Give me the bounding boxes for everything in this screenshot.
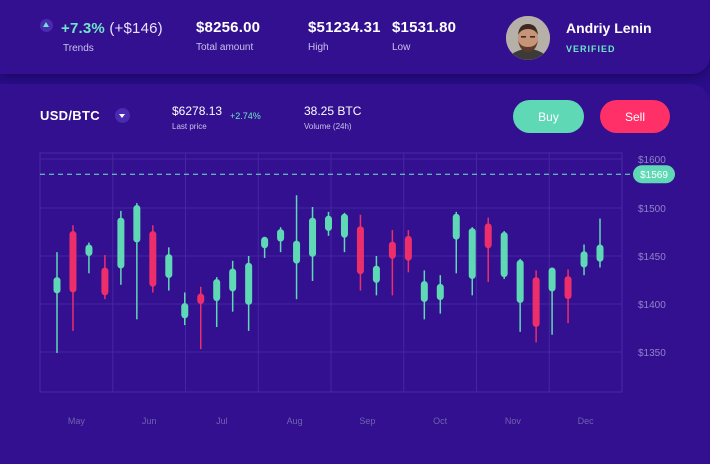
x-tick-label: May: [68, 416, 86, 426]
candle-body-up: [85, 244, 93, 256]
y-tick-label: $1400: [638, 300, 666, 311]
candle-body-up: [53, 277, 61, 294]
x-tick-label: Jul: [216, 416, 228, 426]
candlestick-chart: $1600 $1500 $1450 $1400 $1350 May Jun Jul Aug Sep…: [39, 152, 675, 426]
current-price-label: $1569: [640, 170, 668, 181]
candle-body-up: [548, 267, 556, 292]
y-tick-label: $1450: [638, 252, 666, 263]
candle-body-up: [309, 217, 317, 257]
volume: 38.25 BTC Volume (24h): [304, 104, 361, 131]
candle-body-up: [325, 215, 332, 232]
x-tick-label: Oct: [433, 416, 448, 426]
candle-body-up: [372, 265, 380, 283]
buy-button[interactable]: Buy: [513, 100, 584, 133]
candle-body-down: [484, 223, 492, 249]
candle-body-down: [388, 241, 396, 259]
high-stat: $51234.31 High: [308, 19, 381, 53]
trend-percent: +7.3%: [61, 20, 105, 37]
currency-pair[interactable]: USD/BTC: [40, 108, 100, 123]
top-stats-bar: +7.3% (+$146) Trends $8256.00 Total amou…: [0, 0, 710, 74]
verified-badge: VERIFIED: [566, 44, 616, 54]
user-avatar[interactable]: [506, 16, 550, 60]
y-tick-label: $1600: [638, 155, 666, 166]
trend-amount: (+$146): [109, 20, 163, 37]
current-price-badge: [633, 165, 675, 184]
candle-body-up: [229, 268, 237, 292]
x-tick-label: Sep: [359, 416, 375, 426]
candle-body-down: [69, 231, 77, 293]
candle-body-up: [452, 213, 460, 240]
last-price-label: Last price: [172, 122, 207, 131]
candle-body-up: [500, 232, 508, 278]
total-amount-stat: $8256.00 Total amount: [196, 19, 260, 53]
y-tick-label: $1350: [638, 348, 666, 359]
x-tick-label: Aug: [287, 416, 303, 426]
total-amount-label: Total amount: [196, 42, 254, 53]
candle-body-down: [564, 276, 572, 300]
candle-body-down: [149, 231, 157, 287]
candle-body-up: [340, 213, 348, 238]
volume-label: Volume (24h): [304, 122, 352, 131]
candle-body-up: [117, 217, 125, 269]
candle-body-up: [516, 259, 524, 304]
user-name[interactable]: Andriy Lenin: [566, 20, 652, 36]
volume-value: 38.25 BTC: [304, 104, 362, 118]
candle-body-up: [245, 262, 253, 305]
sell-button[interactable]: Sell: [600, 100, 670, 133]
low-label: Low: [392, 42, 411, 53]
trend-stat: +7.3% (+$146) Trends: [40, 19, 163, 54]
x-tick-label: Jun: [142, 416, 157, 426]
trend-up-icon: [40, 19, 53, 32]
candle-body-down: [532, 277, 540, 328]
candle-body-up: [213, 279, 221, 302]
candle-body-up: [165, 254, 173, 279]
candle-body-up: [420, 280, 428, 303]
candle-body-up: [293, 240, 301, 264]
low-value: $1531.80: [392, 19, 457, 36]
candle-body-up: [261, 236, 269, 249]
candle-body-up: [133, 205, 141, 243]
trading-panel: USD/BTC $6278.13 Last price +2.74% 38.25…: [0, 84, 710, 464]
high-value: $51234.31: [308, 19, 381, 36]
chevron-down-icon[interactable]: [115, 108, 130, 123]
x-tick-label: Nov: [505, 416, 522, 426]
candle-body-down: [404, 235, 412, 261]
candle-body-down: [356, 226, 364, 275]
candle-body-up: [580, 251, 588, 268]
high-label: High: [308, 42, 329, 53]
y-tick-label: $1500: [638, 204, 666, 215]
low-stat: $1531.80 Low: [392, 19, 456, 53]
avatar-portrait-icon: [506, 16, 550, 60]
x-tick-label: Dec: [578, 416, 595, 426]
candle-body-up: [181, 303, 189, 319]
candle-body-down: [197, 293, 205, 304]
candle-body-up: [596, 244, 604, 262]
candle-body-down: [101, 267, 109, 296]
candle-body-up: [436, 283, 444, 301]
candle-body-up: [468, 228, 476, 280]
last-price-value: $6278.13: [172, 104, 223, 118]
trend-label: Trends: [63, 43, 94, 54]
price-change: +2.74%: [230, 111, 261, 121]
total-amount-value: $8256.00: [196, 19, 261, 36]
candle-body-up: [277, 229, 285, 242]
last-price: $6278.13 Last price: [172, 104, 222, 131]
